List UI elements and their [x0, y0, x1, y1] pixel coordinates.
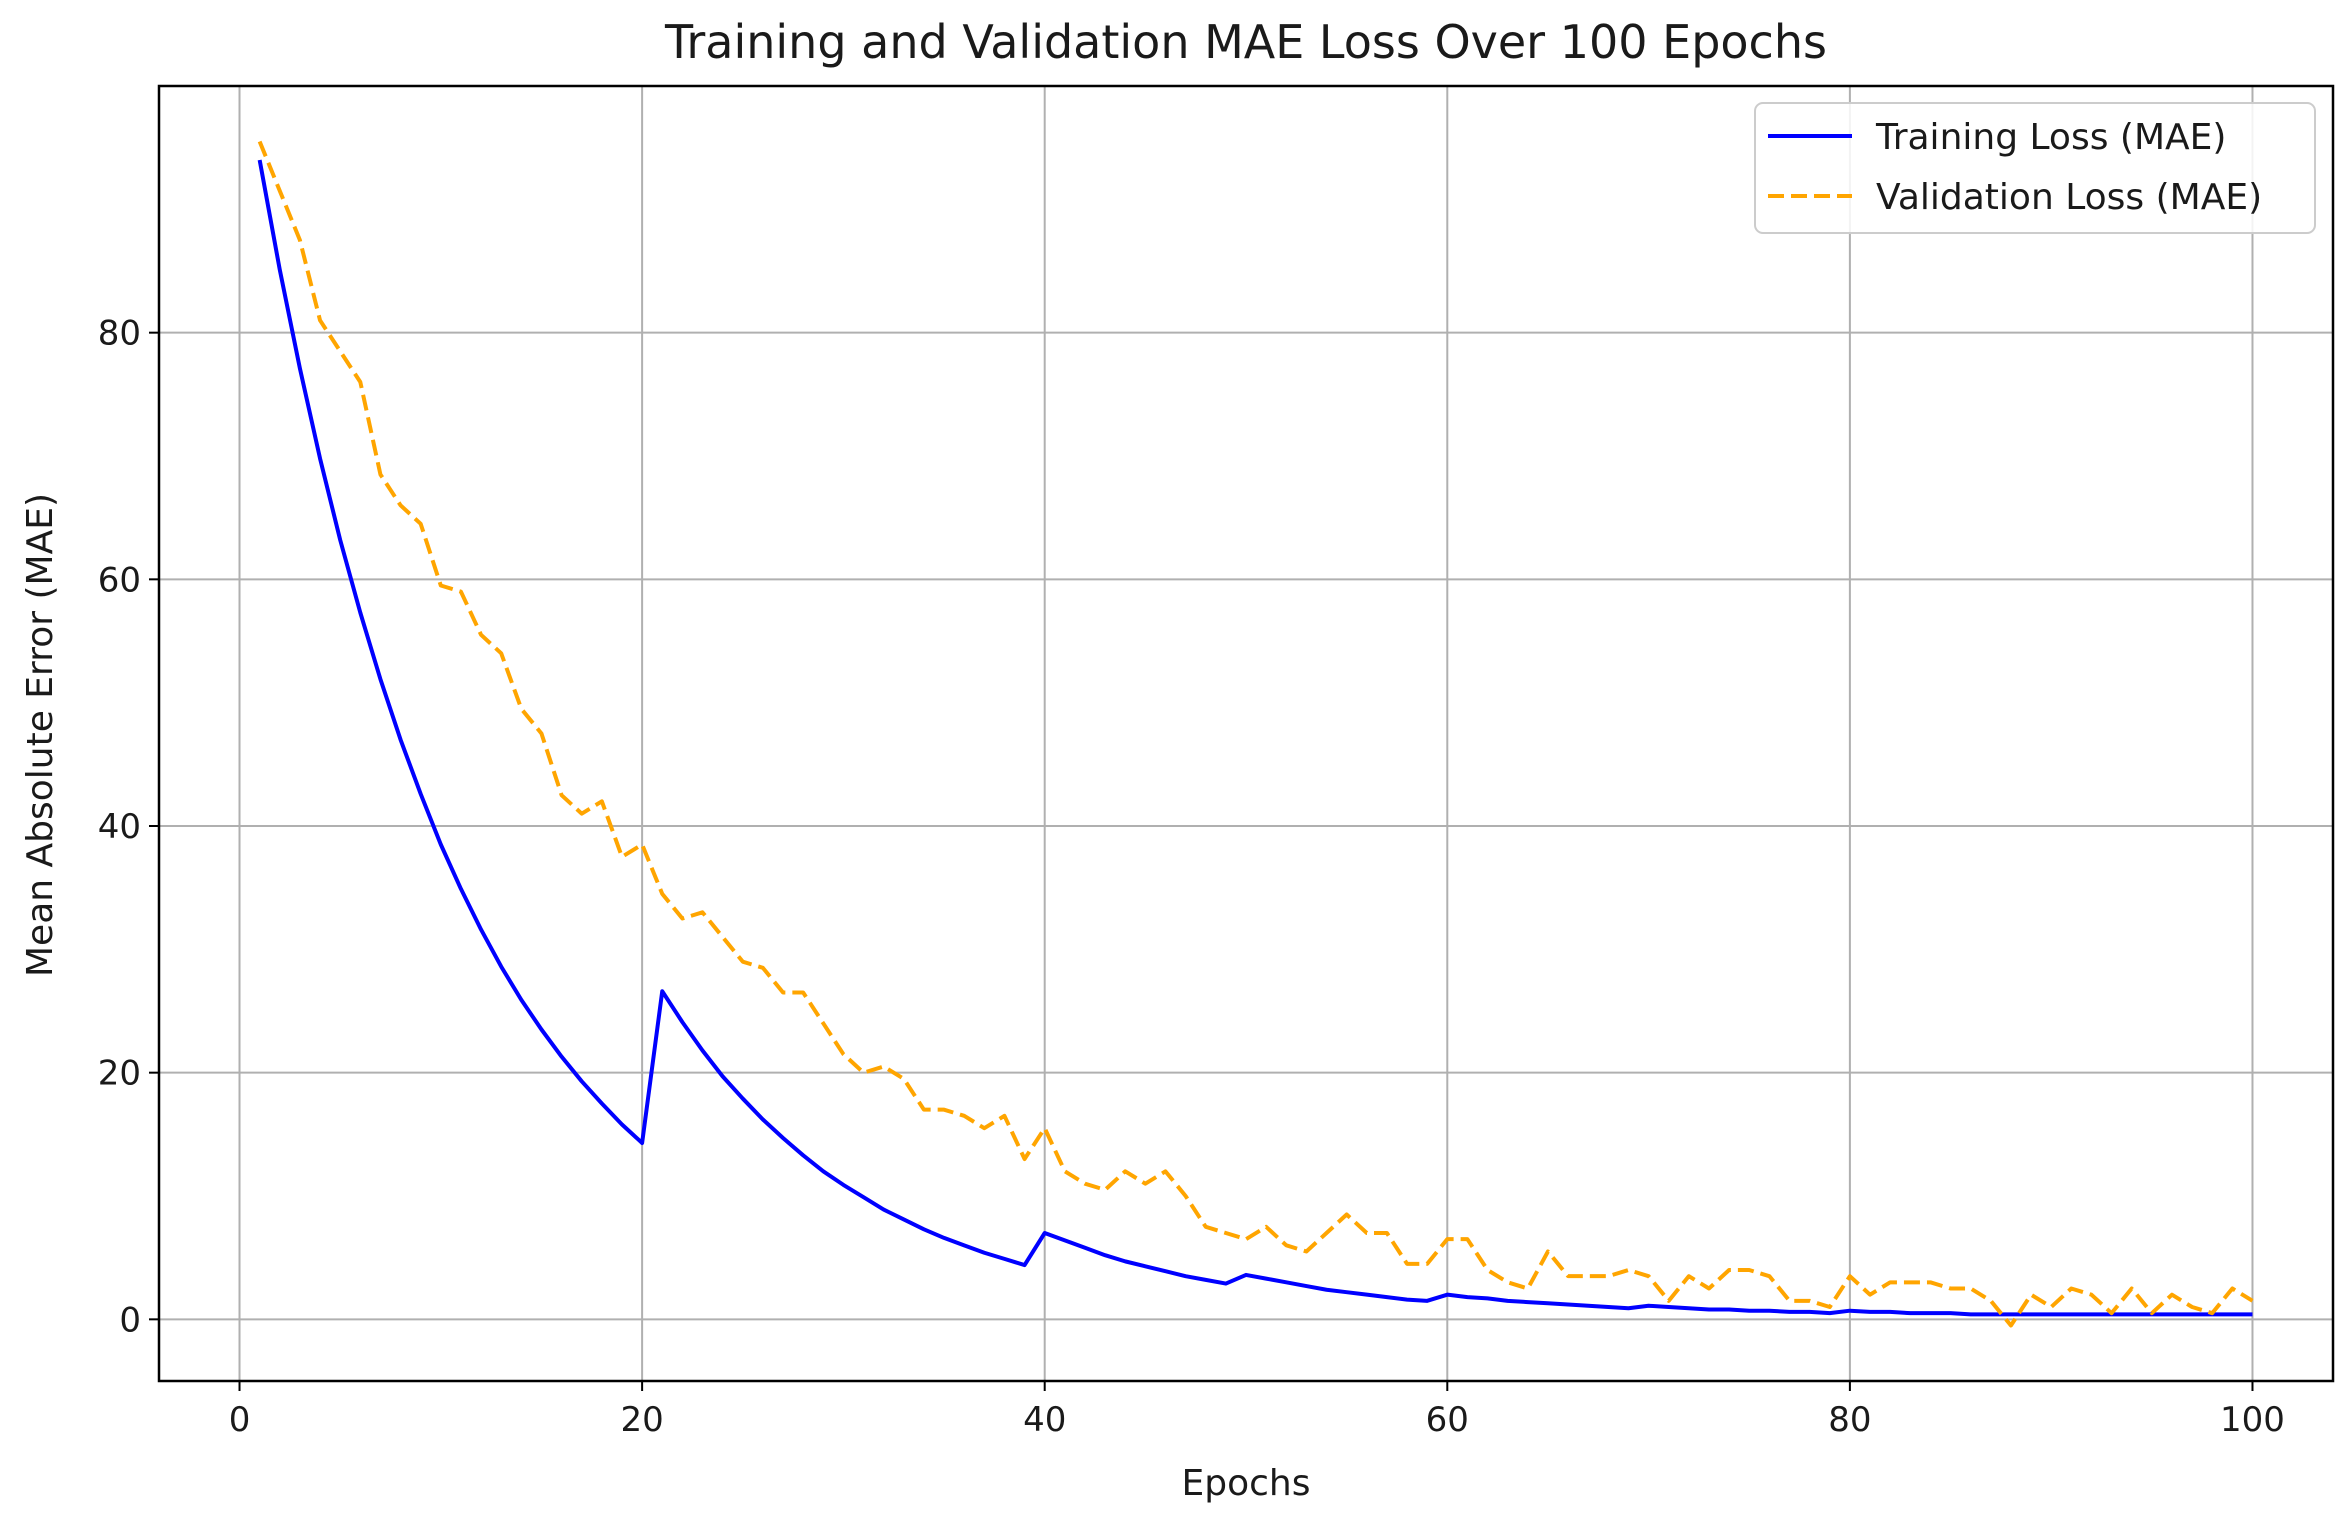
legend-label-validation-loss: Validation Loss (MAE) [1876, 177, 2262, 218]
grid-lines [159, 86, 2333, 1381]
y-tick-label-20: 20 [98, 1054, 141, 1094]
x-tick-label-100: 100 [2220, 1400, 2285, 1440]
x-tick-label-80: 80 [1828, 1400, 1871, 1440]
plot-area-frame [157, 84, 2335, 1383]
legend-label-training-loss: Training Loss (MAE) [1875, 117, 2226, 158]
x-tick-label-40: 40 [1023, 1400, 1066, 1440]
y-axis-label: Mean Absolute Error (MAE) [20, 493, 61, 977]
x-axis-label: Epochs [1182, 1463, 1311, 1504]
y-tick-label-40: 40 [98, 807, 141, 847]
series-line-training-loss [257, 159, 2253, 1317]
x-tick-label-0: 0 [229, 1400, 251, 1440]
series-line-validation-loss [257, 140, 2254, 1328]
axis-ticks: 0 20 40 60 80 100 0 20 40 60 80 [98, 314, 2285, 1440]
y-tick-label-80: 80 [98, 314, 141, 354]
y-tick-label-60: 60 [98, 560, 141, 600]
x-tick-label-60: 60 [1426, 1400, 1469, 1440]
y-tick-label-0: 0 [119, 1300, 141, 1340]
chart-title: Training and Validation MAE Loss Over 10… [664, 15, 1827, 69]
series-lines [257, 140, 2254, 1328]
legend-box [1754, 102, 2316, 234]
legend: Training Loss (MAE) Validation Loss (MAE… [1754, 102, 2316, 234]
x-tick-label-20: 20 [620, 1400, 663, 1440]
